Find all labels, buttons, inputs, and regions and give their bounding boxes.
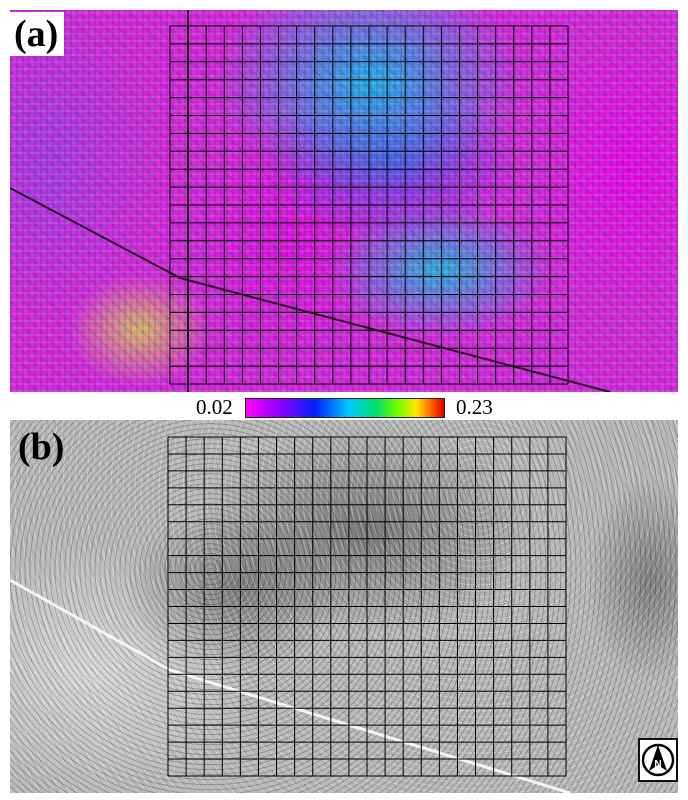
north-letter: N [654,759,661,770]
panel-label-b: (b) [18,426,65,468]
north-arrow-icon: N [638,738,678,782]
road-line [169,668,571,793]
roughness-map-image [10,10,678,392]
panel-label-a: (a) [10,12,65,56]
map-texture [10,10,678,392]
road-line [10,187,181,279]
sampling-grid-a [10,10,611,392]
sampling-grid-b [10,436,571,793]
road-line [10,578,171,672]
north-arrow-graphic: N [641,743,675,777]
aerial-photo-image [10,420,678,793]
colorbar [245,398,445,418]
colorbar-max-label: 0.23 [456,395,493,419]
colorbar-min-label: 0.02 [196,395,233,419]
road-line [179,277,611,392]
